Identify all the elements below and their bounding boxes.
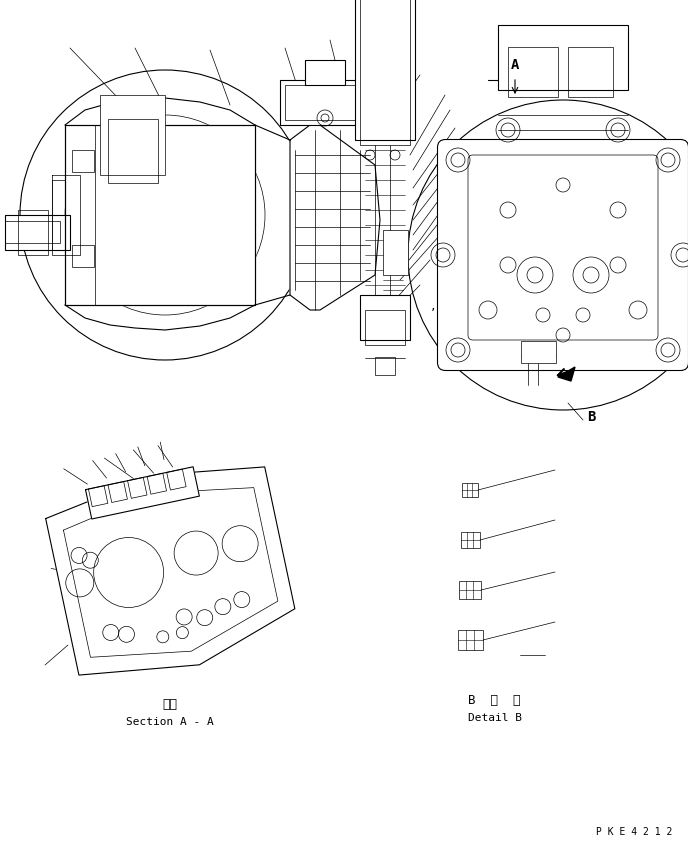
Polygon shape [65,125,255,305]
Bar [461,532,480,548]
Bar [462,483,478,497]
Text: Section A - A: Section A - A [126,717,214,727]
Bar [5,221,60,243]
Bar [508,47,558,97]
Text: Detail B: Detail B [468,713,522,723]
Bar [365,310,405,345]
Bar [521,341,556,363]
Bar [360,295,410,340]
Bar [108,119,158,183]
Bar [355,0,415,140]
Bar [498,25,628,90]
Bar [100,95,165,175]
Polygon shape [558,367,575,381]
Bar [72,150,94,172]
Bar [459,581,481,599]
Text: B  詳  細: B 詳 細 [468,694,521,706]
Bar [72,245,94,267]
Bar [375,357,395,375]
Bar [360,0,410,145]
Bar [383,230,408,275]
Bar [280,80,380,125]
Bar [458,630,483,650]
Text: ,: , [430,302,437,312]
Text: A: A [510,58,519,72]
Bar [5,215,70,250]
FancyBboxPatch shape [438,139,688,370]
Text: 断面: 断面 [162,699,178,711]
Polygon shape [45,467,295,675]
Bar [18,210,48,255]
Bar [285,85,375,120]
Text: B: B [587,410,595,424]
Bar [568,47,613,97]
Polygon shape [290,125,380,310]
Text: P K E 4 2 1 2: P K E 4 2 1 2 [596,827,672,837]
Polygon shape [85,467,200,519]
Bar [305,60,345,85]
